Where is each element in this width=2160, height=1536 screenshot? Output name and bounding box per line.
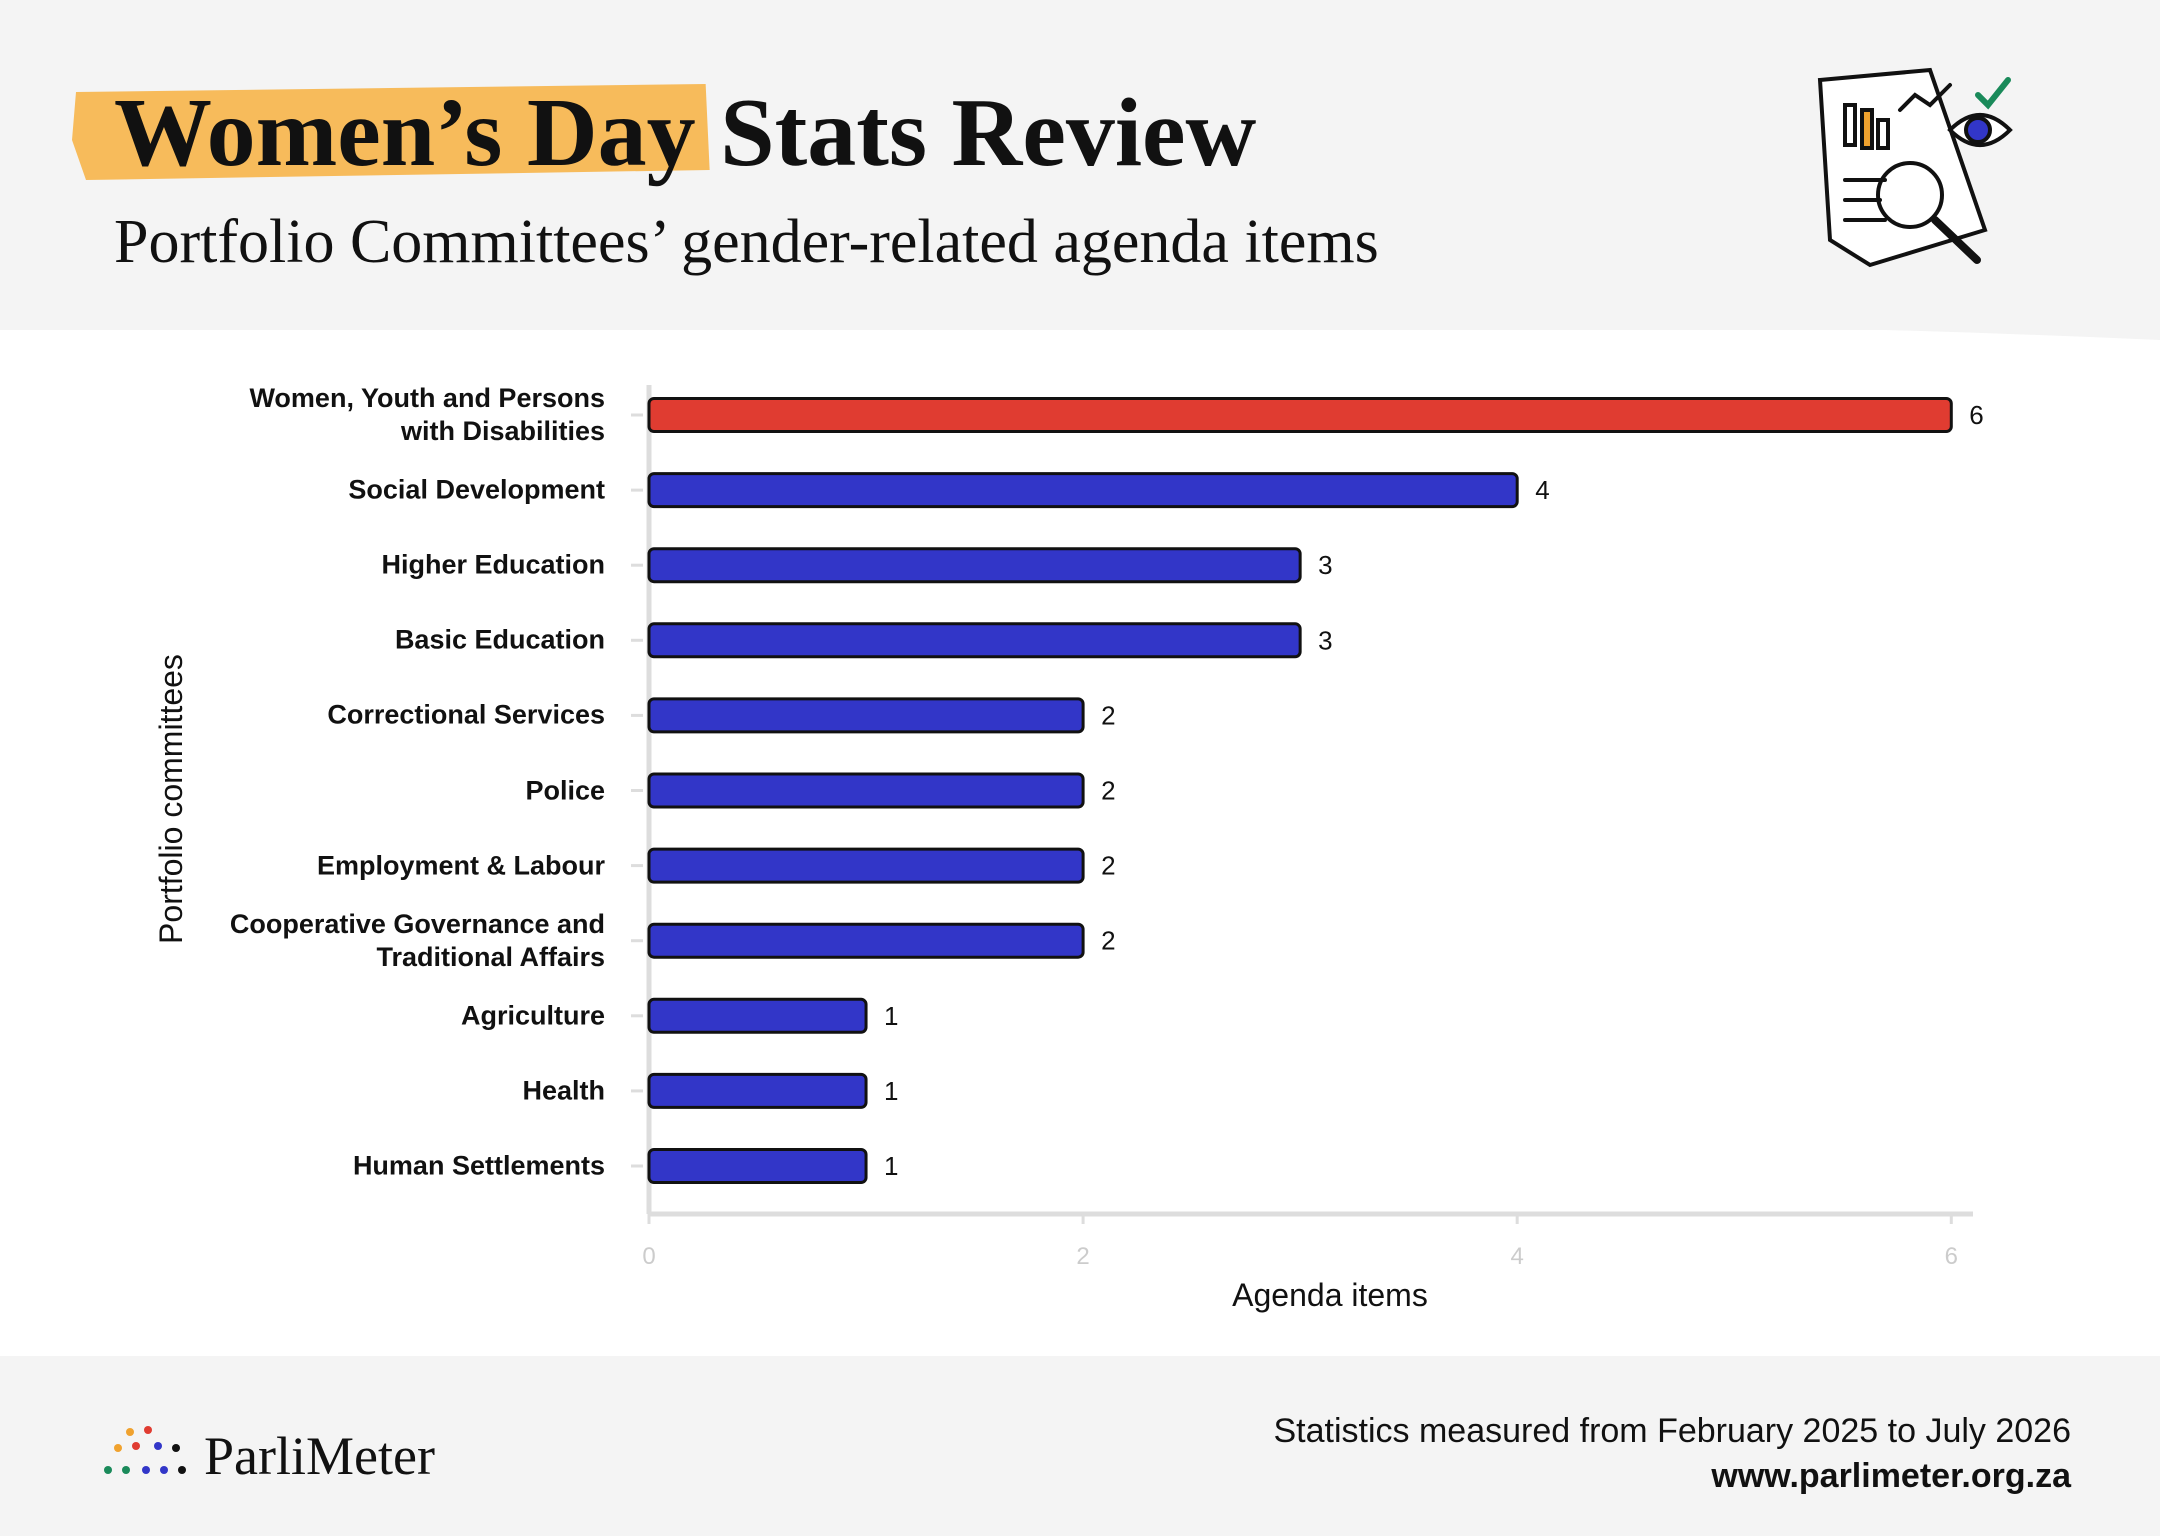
title-highlight (72, 84, 710, 180)
y-tick-label: Cooperative Governance and Traditional A… (229, 908, 605, 972)
y-tick-label: Agriculture (460, 1000, 605, 1031)
bar (647, 622, 1302, 659)
footer-url: www.parlimeter.org.za (1710, 1457, 2072, 1495)
value-label: 1 (884, 1151, 898, 1181)
chart-title: Women’s Day Stats Review (114, 79, 1257, 187)
y-tick-label: Health (522, 1075, 605, 1106)
bar (647, 397, 1953, 433)
value-label: 1 (884, 1001, 898, 1031)
footer-band (0, 1356, 2160, 1536)
x-axis-label: Agenda items (1232, 1277, 1428, 1313)
bar (647, 472, 1519, 509)
value-label: 3 (1318, 625, 1332, 655)
icon (1817, 67, 2013, 268)
y-tick-label: Basic Education (394, 624, 605, 655)
value-label: 4 (1535, 475, 1549, 505)
bar (647, 997, 868, 1034)
value-label: 3 (1318, 550, 1332, 580)
header-edge (0, 0, 2160, 340)
y-tick-label: Police (525, 775, 605, 805)
bar (647, 1148, 868, 1184)
x-tick-label: 2 (1076, 1243, 1089, 1270)
y-tick-label: Employment & Labour (316, 850, 605, 881)
value-label: 2 (1101, 851, 1115, 881)
y-axis-label: Portfolio committees (153, 654, 189, 944)
bar (647, 1072, 868, 1109)
x-tick-label: 6 (1945, 1243, 1958, 1270)
logo-text: ParliMeter (204, 1426, 435, 1486)
value-label: 6 (1969, 400, 1983, 430)
value-label: 2 (1101, 776, 1115, 806)
y-tick-label: Correctional Services (327, 699, 605, 730)
logo-dots (104, 1426, 186, 1474)
y-tick-label: Women, Youth and Persons with Disabiliti… (249, 383, 605, 446)
bar (647, 697, 1085, 734)
bar (647, 772, 1085, 809)
y-tick-label: Social Development (348, 474, 605, 505)
value-label: 2 (1101, 926, 1115, 956)
x-tick-label: 0 (642, 1243, 655, 1270)
bar (647, 847, 1085, 884)
chart-subtitle: Portfolio Committees’ gender-related age… (114, 208, 1379, 276)
x-tick-label: 4 (1511, 1243, 1524, 1270)
y-tick-label: Human Settlements (352, 1150, 605, 1181)
y-tick-label: Higher Education (381, 549, 605, 580)
footer-note: Statistics measured from February 2025 t… (1274, 1412, 2072, 1450)
bar (647, 547, 1302, 584)
value-label: 2 (1101, 700, 1115, 730)
value-label: 1 (884, 1076, 898, 1106)
bar (647, 922, 1085, 959)
